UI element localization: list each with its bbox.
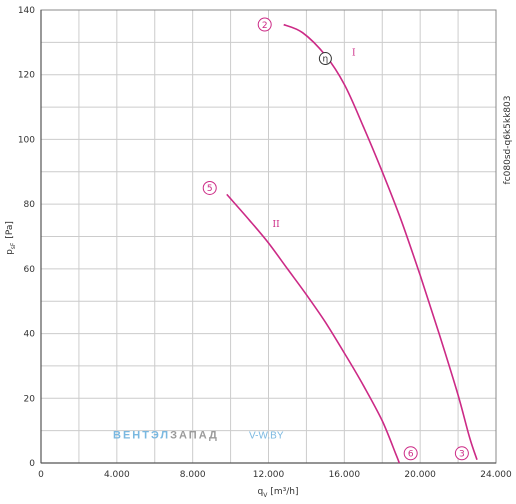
- curve-I: [283, 23, 478, 461]
- x-tick-label: 8.000: [180, 470, 206, 480]
- y-tick-label: 60: [24, 265, 36, 275]
- y-axis-label-sub: sF: [10, 242, 17, 249]
- y-tick-labels: 0 20 40 60 80 100 120 140: [18, 6, 35, 469]
- curve-label-I: I: [352, 48, 356, 58]
- watermark-brand: ВЕНТЭЛЗАПАД: [113, 430, 219, 442]
- y-tick-label: 80: [24, 200, 36, 210]
- y-tick-label: 120: [18, 71, 35, 81]
- x-axis-label-unit: [m³/h]: [270, 487, 298, 497]
- watermark-brand-light: ВЕНТЭЛ: [113, 430, 170, 442]
- y-tick-label: 0: [29, 459, 35, 469]
- watermark: ВЕНТЭЛЗАПАД V-W.BY: [113, 430, 284, 442]
- y-tick-label: 140: [18, 6, 35, 16]
- watermark-brand-dark: ЗАПАД: [170, 430, 219, 442]
- efficiency-marker-label: η: [323, 55, 329, 65]
- x-tick-label: 4.000: [104, 470, 130, 480]
- x-tick-label: 24.000: [480, 470, 512, 480]
- point-marker-3: [454, 446, 469, 461]
- point-marker-6: [403, 446, 418, 461]
- y-tick-label: 100: [18, 135, 35, 145]
- model-code-label: fc080sd-q6k5kk803: [503, 96, 513, 185]
- watermark-site: V-W.BY: [249, 431, 284, 442]
- point-marker-label-6: 6: [408, 449, 414, 459]
- curve-label-II: II: [273, 220, 281, 230]
- point-marker-5: [202, 180, 217, 195]
- point-marker-label-3: 3: [459, 449, 465, 459]
- y-axis-label-unit: [Pa]: [5, 221, 15, 239]
- point-marker-label-5: 5: [207, 184, 213, 194]
- x-axis-label: qV [m³/h]: [258, 487, 299, 499]
- point-marker-label-2: 2: [262, 21, 268, 31]
- y-axis-label: psF [Pa]: [5, 221, 17, 255]
- x-axis-label-sub: V: [263, 492, 268, 499]
- y-tick-label: 40: [24, 330, 36, 340]
- x-tick-label: 0: [38, 470, 44, 480]
- x-tick-label: 20.000: [404, 470, 436, 480]
- curve-II: [226, 193, 401, 464]
- point-marker-2: [257, 17, 272, 32]
- x-tick-label: 16.000: [329, 470, 361, 480]
- efficiency-marker: [318, 52, 332, 66]
- x-tick-labels: 0 4.000 8.000 12.000 16.000 20.000 24.000: [38, 470, 512, 480]
- x-tick-label: 12.000: [253, 470, 285, 480]
- y-tick-label: 20: [24, 394, 36, 404]
- y-axis-label-symbol: p: [5, 249, 15, 255]
- axes: [40, 9, 497, 464]
- grid: [41, 10, 496, 463]
- x-axis-label-symbol: q: [258, 487, 264, 497]
- series-group: [226, 23, 478, 464]
